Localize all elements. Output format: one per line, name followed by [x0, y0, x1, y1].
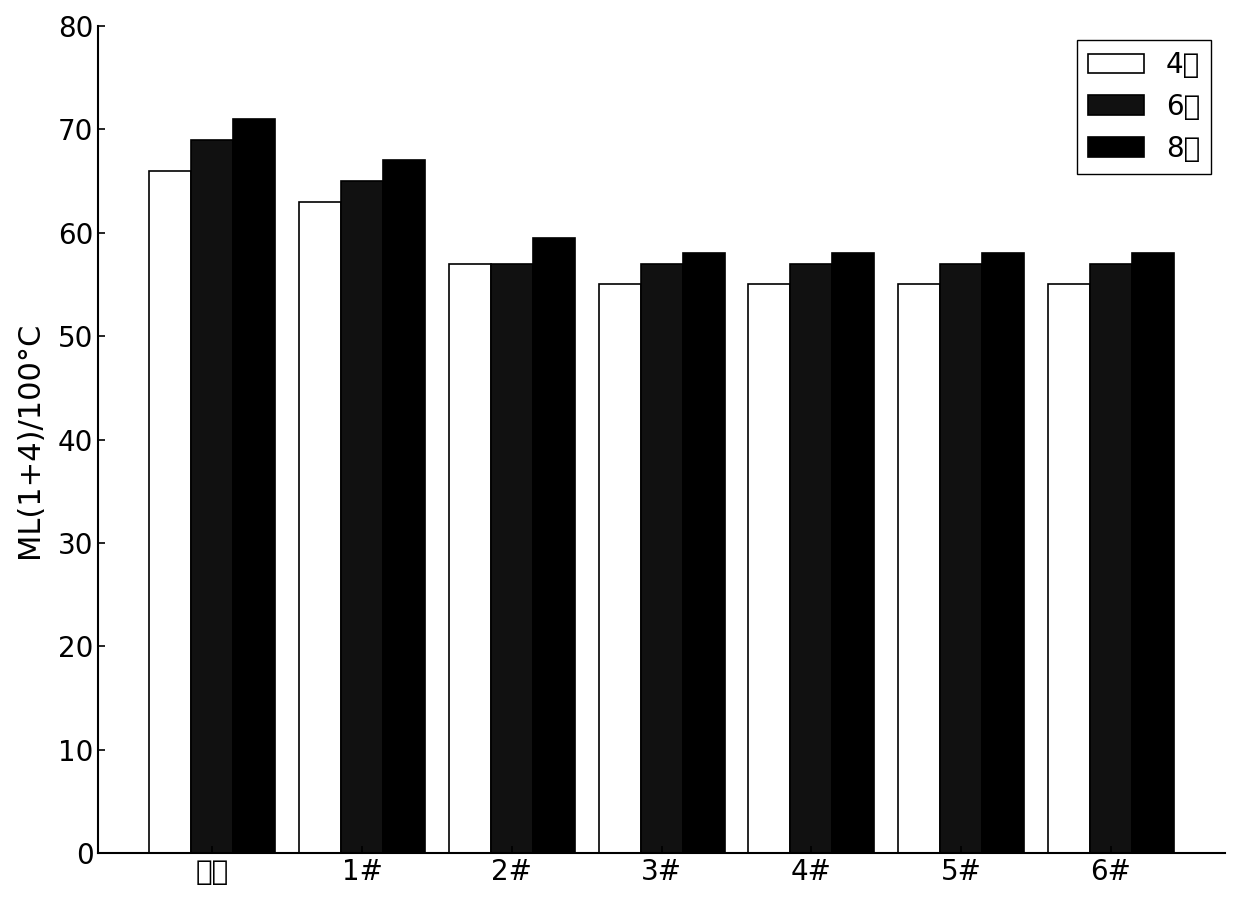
Bar	[832, 253, 874, 853]
Bar	[533, 238, 575, 853]
Bar	[233, 119, 275, 853]
Bar	[1090, 264, 1132, 853]
Bar	[191, 140, 233, 853]
Bar	[982, 253, 1024, 853]
Bar	[682, 253, 724, 853]
Bar	[749, 285, 790, 853]
Bar	[341, 181, 383, 853]
Bar	[449, 264, 491, 853]
Bar	[491, 264, 533, 853]
Bar	[299, 202, 341, 853]
Bar	[599, 285, 641, 853]
Bar	[898, 285, 940, 853]
Legend: 4天, 6天, 8天: 4天, 6天, 8天	[1076, 40, 1211, 174]
Bar	[150, 171, 191, 853]
Bar	[641, 264, 682, 853]
Bar	[1132, 253, 1174, 853]
Bar	[790, 264, 832, 853]
Bar	[940, 264, 982, 853]
Bar	[383, 160, 425, 853]
Y-axis label: ML(1+4)/100°C: ML(1+4)/100°C	[15, 322, 43, 558]
Bar	[1048, 285, 1090, 853]
